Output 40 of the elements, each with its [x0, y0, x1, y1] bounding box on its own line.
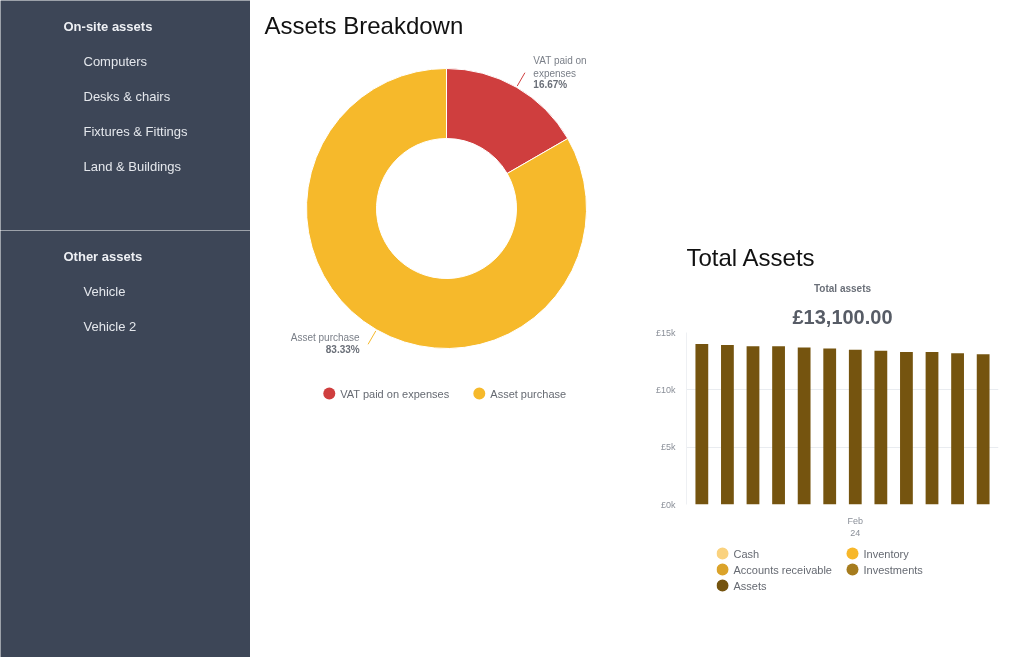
- legend-label: Asset purchase: [490, 387, 567, 400]
- data-label: 16.67%: [533, 78, 568, 90]
- y-tick-label: £15k: [655, 327, 676, 338]
- bar: [951, 353, 964, 505]
- text: Desks & chairs: [83, 89, 171, 104]
- text: Vehicle 2: [83, 319, 137, 334]
- x-tick-label: Feb 24: [847, 515, 864, 538]
- legend-label: Investments: [863, 563, 924, 576]
- text: £13,100.00: [792, 305, 893, 328]
- chart-title: Assets Breakdown: [264, 11, 464, 39]
- legend-label: Accounts receivable: [733, 563, 832, 576]
- bar: [976, 354, 990, 505]
- bar: [746, 346, 760, 505]
- bar: [772, 346, 785, 505]
- bar: [797, 347, 811, 505]
- text: Land & Buildings: [83, 159, 182, 174]
- slice-label: Asset purchase: [290, 332, 361, 344]
- bar: [874, 350, 888, 505]
- text: Fixtures & Fittings: [83, 124, 189, 139]
- bar: [823, 348, 837, 505]
- chart-subtitle: Total assets: [813, 282, 872, 294]
- text: Computers: [83, 54, 148, 69]
- legend-label: Inventory: [863, 547, 910, 560]
- legend-label: VAT paid on expenses: [340, 387, 450, 400]
- text: On-site assets: [63, 19, 153, 34]
- chart-title: Total Assets: [686, 243, 815, 271]
- data-label: 83.33%: [325, 344, 360, 356]
- y-tick-label: £10k: [655, 384, 676, 395]
- bar: [695, 343, 709, 505]
- bar: [925, 351, 939, 505]
- bar: [848, 349, 862, 505]
- bar: [900, 351, 913, 505]
- y-tick-label: £5k: [660, 442, 676, 453]
- text: Other assets: [63, 249, 143, 264]
- slice-label: VAT paid on expenses: [533, 54, 587, 79]
- legend-label: Assets: [733, 579, 768, 592]
- legend-label: Cash: [733, 547, 760, 560]
- text: Vehicle: [83, 284, 126, 299]
- y-tick-label: £0k: [660, 499, 676, 510]
- bar: [721, 345, 734, 505]
